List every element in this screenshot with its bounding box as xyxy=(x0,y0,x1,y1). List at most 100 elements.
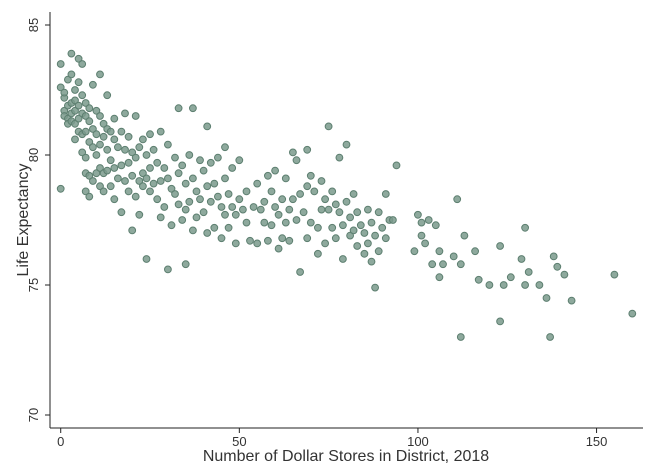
data-point xyxy=(189,104,197,113)
data-point xyxy=(485,281,494,289)
data-point xyxy=(64,75,72,84)
data-point xyxy=(324,205,333,214)
data-point xyxy=(256,205,265,214)
data-point xyxy=(228,203,237,211)
data-point xyxy=(110,135,119,144)
data-point xyxy=(96,70,104,79)
data-point xyxy=(160,203,169,211)
data-point xyxy=(142,174,151,183)
data-point xyxy=(628,309,637,318)
data-point xyxy=(378,223,387,232)
data-point xyxy=(303,145,312,154)
y-tick-label: 70 xyxy=(26,408,41,422)
data-point xyxy=(81,112,90,120)
data-point xyxy=(417,218,426,227)
data-point xyxy=(89,80,97,89)
data-point xyxy=(185,151,194,159)
data-point xyxy=(414,210,422,219)
data-point xyxy=(139,169,147,178)
data-point xyxy=(56,83,65,92)
data-point xyxy=(149,179,158,188)
x-axis-title: Number of Dollar Stores in District, 201… xyxy=(203,448,489,465)
data-point xyxy=(353,208,362,217)
data-point xyxy=(135,210,144,219)
data-point xyxy=(74,78,83,87)
data-point xyxy=(164,265,172,274)
data-point xyxy=(121,145,129,154)
data-point xyxy=(110,195,119,204)
data-point xyxy=(346,231,355,240)
data-point xyxy=(89,177,97,185)
data-point xyxy=(78,91,87,100)
data-point xyxy=(128,148,137,157)
data-point xyxy=(67,70,76,79)
data-point xyxy=(253,179,262,188)
data-point xyxy=(339,221,347,230)
data-point xyxy=(546,333,554,341)
data-point xyxy=(171,153,179,162)
data-point xyxy=(535,281,544,289)
data-point xyxy=(303,182,312,191)
x-tick-label: 0 xyxy=(57,434,64,449)
data-point xyxy=(431,221,440,230)
data-point xyxy=(346,213,355,222)
data-point xyxy=(342,140,351,149)
data-point xyxy=(235,156,244,165)
data-point xyxy=(153,195,162,204)
data-point xyxy=(164,174,172,183)
data-point xyxy=(328,223,337,232)
data-point xyxy=(267,187,276,196)
data-point xyxy=(74,114,83,123)
data-point xyxy=(117,208,126,217)
data-point xyxy=(71,86,79,94)
x-ticks: 0 50 100 150 xyxy=(57,428,607,449)
data-point xyxy=(471,247,480,256)
data-point xyxy=(521,223,529,232)
data-point xyxy=(153,158,162,167)
axes xyxy=(49,12,643,429)
data-point xyxy=(449,252,458,261)
data-point xyxy=(324,122,333,131)
data-point xyxy=(156,177,165,185)
data-point xyxy=(371,231,380,240)
data-point xyxy=(196,156,204,165)
data-point xyxy=(342,197,351,206)
y-tick-label: 80 xyxy=(26,148,41,162)
data-point xyxy=(142,255,151,263)
data-point xyxy=(189,174,197,183)
data-point xyxy=(99,187,108,196)
data-point xyxy=(292,156,301,165)
data-point xyxy=(110,114,119,123)
data-point xyxy=(264,236,272,245)
data-point xyxy=(214,192,222,201)
data-point xyxy=(117,127,126,136)
data-point xyxy=(289,148,297,157)
data-point xyxy=(231,239,240,248)
data-point xyxy=(81,153,90,162)
data-point xyxy=(421,239,430,248)
data-point xyxy=(314,249,322,258)
data-point xyxy=(496,317,505,326)
data-point xyxy=(474,275,483,284)
data-point xyxy=(142,151,151,159)
x-tick-label: 50 xyxy=(232,434,246,449)
data-point xyxy=(521,281,529,289)
data-point xyxy=(103,91,112,100)
data-point xyxy=(174,200,183,209)
data-point xyxy=(260,197,269,206)
data-points xyxy=(56,49,637,341)
data-point xyxy=(203,122,212,131)
data-point xyxy=(60,88,69,97)
data-point xyxy=(317,205,326,214)
data-point xyxy=(296,268,305,276)
data-point xyxy=(410,247,419,256)
data-point xyxy=(560,270,569,279)
data-point xyxy=(364,239,372,248)
data-point xyxy=(192,213,201,222)
data-point xyxy=(231,210,240,219)
data-point xyxy=(121,109,129,118)
data-point xyxy=(92,151,101,159)
data-point xyxy=(99,132,108,141)
data-point xyxy=(81,127,90,136)
